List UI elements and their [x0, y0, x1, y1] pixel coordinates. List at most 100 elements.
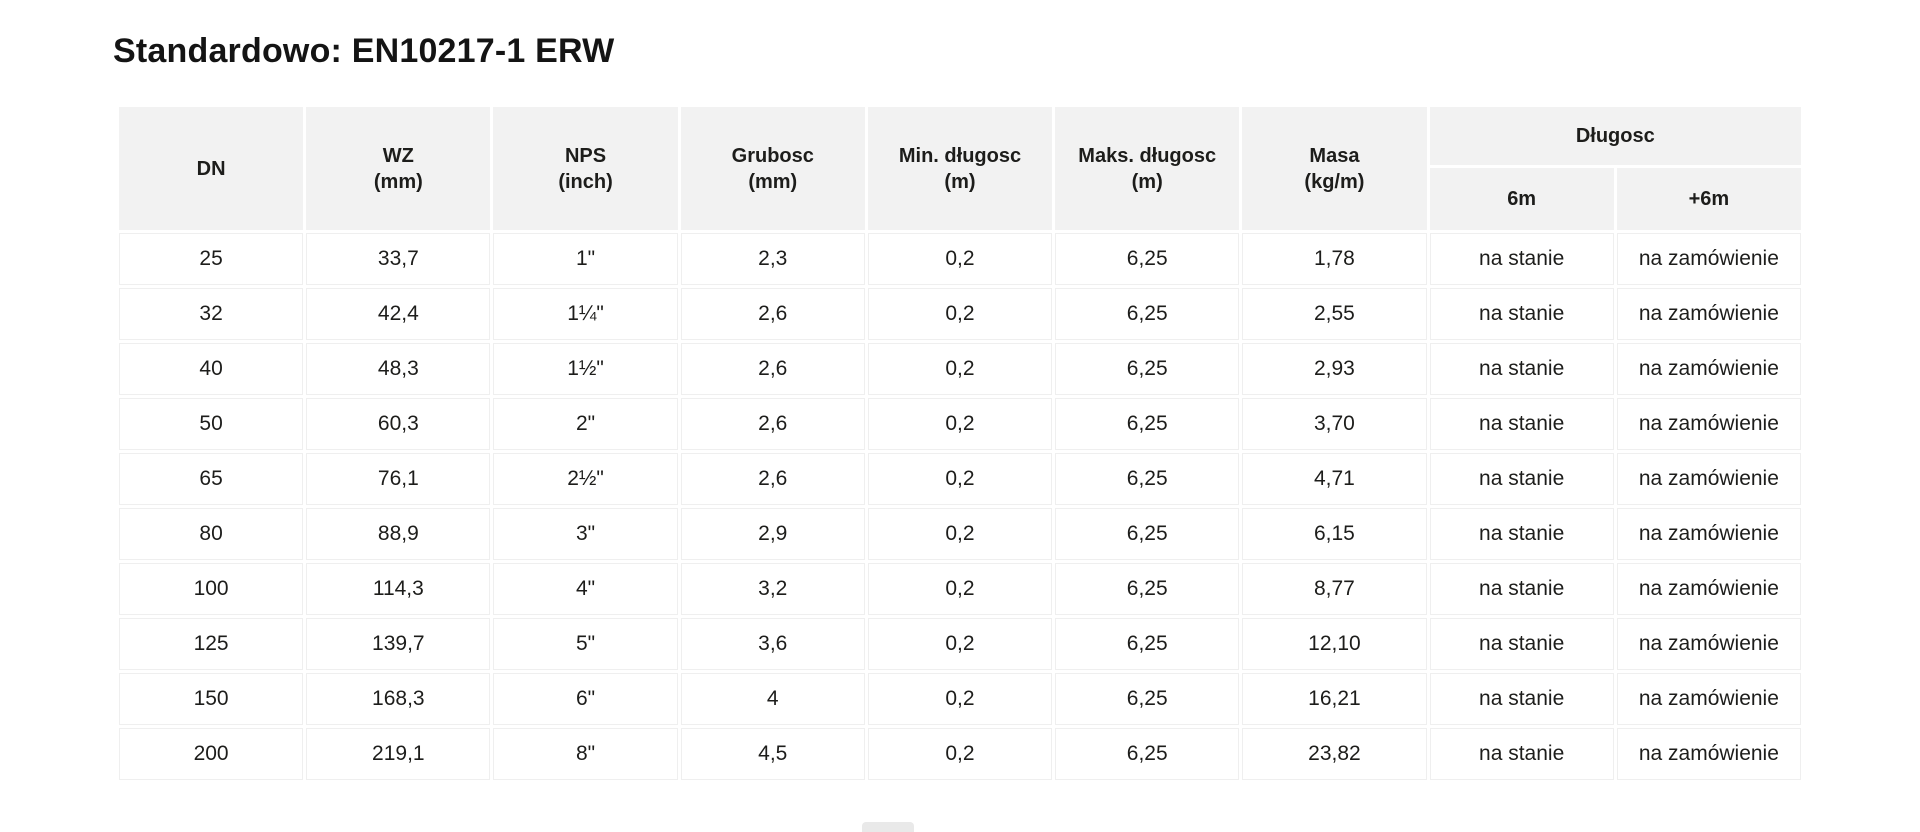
table-body: 25 33,7 1" 2,3 0,2 6,25 1,78 na stanie na zamówi… — [119, 233, 1801, 780]
table-cell: 6,25 — [1055, 728, 1240, 780]
sub-column-header-6m: +6m — [1616, 168, 1801, 230]
table-cell: 0,2 — [867, 453, 1053, 505]
table-cell: 6,15 — [1242, 508, 1427, 560]
column-header-masa: Masa (kg/m) — [1242, 107, 1427, 230]
table-cell: na zamówienie — [1616, 508, 1801, 560]
table-cell: 6,25 — [1055, 618, 1240, 670]
table-row: 32 42,4 1¼" 2,6 0,2 6,25 2,55 na stanie na zamów… — [119, 288, 1801, 340]
table-cell: 139,7 — [306, 618, 491, 670]
table-cell: na stanie — [1429, 343, 1614, 395]
table-row: 200 219,1 8" 4,5 0,2 6,25 23,82 na stanie na zam… — [119, 728, 1801, 780]
table-cell: 4 — [680, 673, 865, 725]
table-cell: 0,2 — [867, 728, 1053, 780]
table-cell: 150 — [119, 673, 304, 725]
table-cell: 0,2 — [867, 618, 1053, 670]
table-cell: 65 — [119, 453, 304, 505]
table-cell: 1¼" — [493, 288, 678, 340]
table-cell: na stanie — [1429, 453, 1614, 505]
table-cell: 48,3 — [306, 343, 491, 395]
table-cell: 8" — [493, 728, 678, 780]
table-cell: 33,7 — [306, 233, 491, 285]
column-header-grubosc: Grubosc (mm) — [680, 107, 865, 230]
table-row: 125 139,7 5" 3,6 0,2 6,25 12,10 na stanie na zam… — [119, 618, 1801, 670]
table-cell: 125 — [119, 618, 304, 670]
table-cell: na stanie — [1429, 398, 1614, 450]
table-cell: na zamówienie — [1616, 673, 1801, 725]
table-cell: 2,6 — [680, 453, 865, 505]
table-cell: 12,10 — [1242, 618, 1427, 670]
table-cell: 114,3 — [306, 563, 491, 615]
table-cell: 25 — [119, 233, 304, 285]
table-cell: 2" — [493, 398, 678, 450]
table-cell: 3" — [493, 508, 678, 560]
table-cell: 1,78 — [1242, 233, 1427, 285]
table-row: 25 33,7 1" 2,3 0,2 6,25 1,78 na stanie na zamówi… — [119, 233, 1801, 285]
table-cell: 2,93 — [1242, 343, 1427, 395]
table-cell: 40 — [119, 343, 304, 395]
table-cell: na zamówienie — [1616, 343, 1801, 395]
column-header-min-d-ugosc: Min. długosc (m) — [867, 107, 1053, 230]
table-cell: 6,25 — [1055, 343, 1240, 395]
column-header-wz: WZ (mm) — [306, 107, 491, 230]
table-cell: 4,5 — [680, 728, 865, 780]
table-row: 100 114,3 4" 3,2 0,2 6,25 8,77 na stanie na zamó… — [119, 563, 1801, 615]
table-cell: 23,82 — [1242, 728, 1427, 780]
table-cell: na stanie — [1429, 728, 1614, 780]
table-cell: 3,2 — [680, 563, 865, 615]
table-cell: na zamówienie — [1616, 618, 1801, 670]
table-cell: 4" — [493, 563, 678, 615]
table-cell: 42,4 — [306, 288, 491, 340]
table-cell: 0,2 — [867, 288, 1053, 340]
table-cell: 219,1 — [306, 728, 491, 780]
column-header-nps: NPS (inch) — [493, 107, 678, 230]
table-cell: na stanie — [1429, 508, 1614, 560]
sub-header-row: 6m +6m — [119, 168, 1801, 230]
table-cell: 168,3 — [306, 673, 491, 725]
pipe-spec-table: DN WZ (mm) NPS (inch) Grubosc (mm) Min. długosc… — [116, 104, 1804, 783]
column-header-dn: DN — [119, 107, 304, 230]
table-cell: na stanie — [1429, 233, 1614, 285]
table-cell: 32 — [119, 288, 304, 340]
table-cell: 2,6 — [680, 288, 865, 340]
table-cell: 1" — [493, 233, 678, 285]
table-cell: 4,71 — [1242, 453, 1427, 505]
table-cell: 8,77 — [1242, 563, 1427, 615]
table-cell: na zamówienie — [1616, 288, 1801, 340]
table-cell: 2,6 — [680, 398, 865, 450]
cropped-bottom-element — [862, 822, 914, 832]
table-cell: 88,9 — [306, 508, 491, 560]
table-cell: 16,21 — [1242, 673, 1427, 725]
table-cell: 2,6 — [680, 343, 865, 395]
table-cell: 6,25 — [1055, 508, 1240, 560]
column-unit: (kg/m) — [1304, 170, 1365, 193]
table-row: 65 76,1 2½" 2,6 0,2 6,25 4,71 na stanie na zamów… — [119, 453, 1801, 505]
column-unit: (m) — [1131, 170, 1163, 193]
table-cell: 0,2 — [867, 673, 1053, 725]
table-cell: 60,3 — [306, 398, 491, 450]
table-cell: 6" — [493, 673, 678, 725]
table-cell: 3,70 — [1242, 398, 1427, 450]
table-cell: 6,25 — [1055, 453, 1240, 505]
table-cell: na zamówienie — [1616, 453, 1801, 505]
page-title: Standardowo: EN10217-1 ERW — [113, 32, 615, 70]
table-cell: 5" — [493, 618, 678, 670]
table-cell: 2,9 — [680, 508, 865, 560]
table-cell: na zamówienie — [1616, 728, 1801, 780]
table-cell: 6,25 — [1055, 288, 1240, 340]
table-cell: 0,2 — [867, 343, 1053, 395]
column-group-header-dlugosc: Długosc — [1429, 107, 1801, 165]
table-cell: 6,25 — [1055, 673, 1240, 725]
table-cell: na stanie — [1429, 563, 1614, 615]
table-cell: na stanie — [1429, 288, 1614, 340]
table-row: 80 88,9 3" 2,9 0,2 6,25 6,15 na stanie na zamówi… — [119, 508, 1801, 560]
table-cell: na zamówienie — [1616, 398, 1801, 450]
column-unit: (inch) — [558, 170, 613, 193]
column-header-maks-d-ugosc: Maks. długosc (m) — [1055, 107, 1240, 230]
table-cell: 3,6 — [680, 618, 865, 670]
table-cell: na zamówienie — [1616, 233, 1801, 285]
table-cell: 6,25 — [1055, 563, 1240, 615]
table-cell: 0,2 — [867, 233, 1053, 285]
table-cell: 2,3 — [680, 233, 865, 285]
table-cell: 1½" — [493, 343, 678, 395]
